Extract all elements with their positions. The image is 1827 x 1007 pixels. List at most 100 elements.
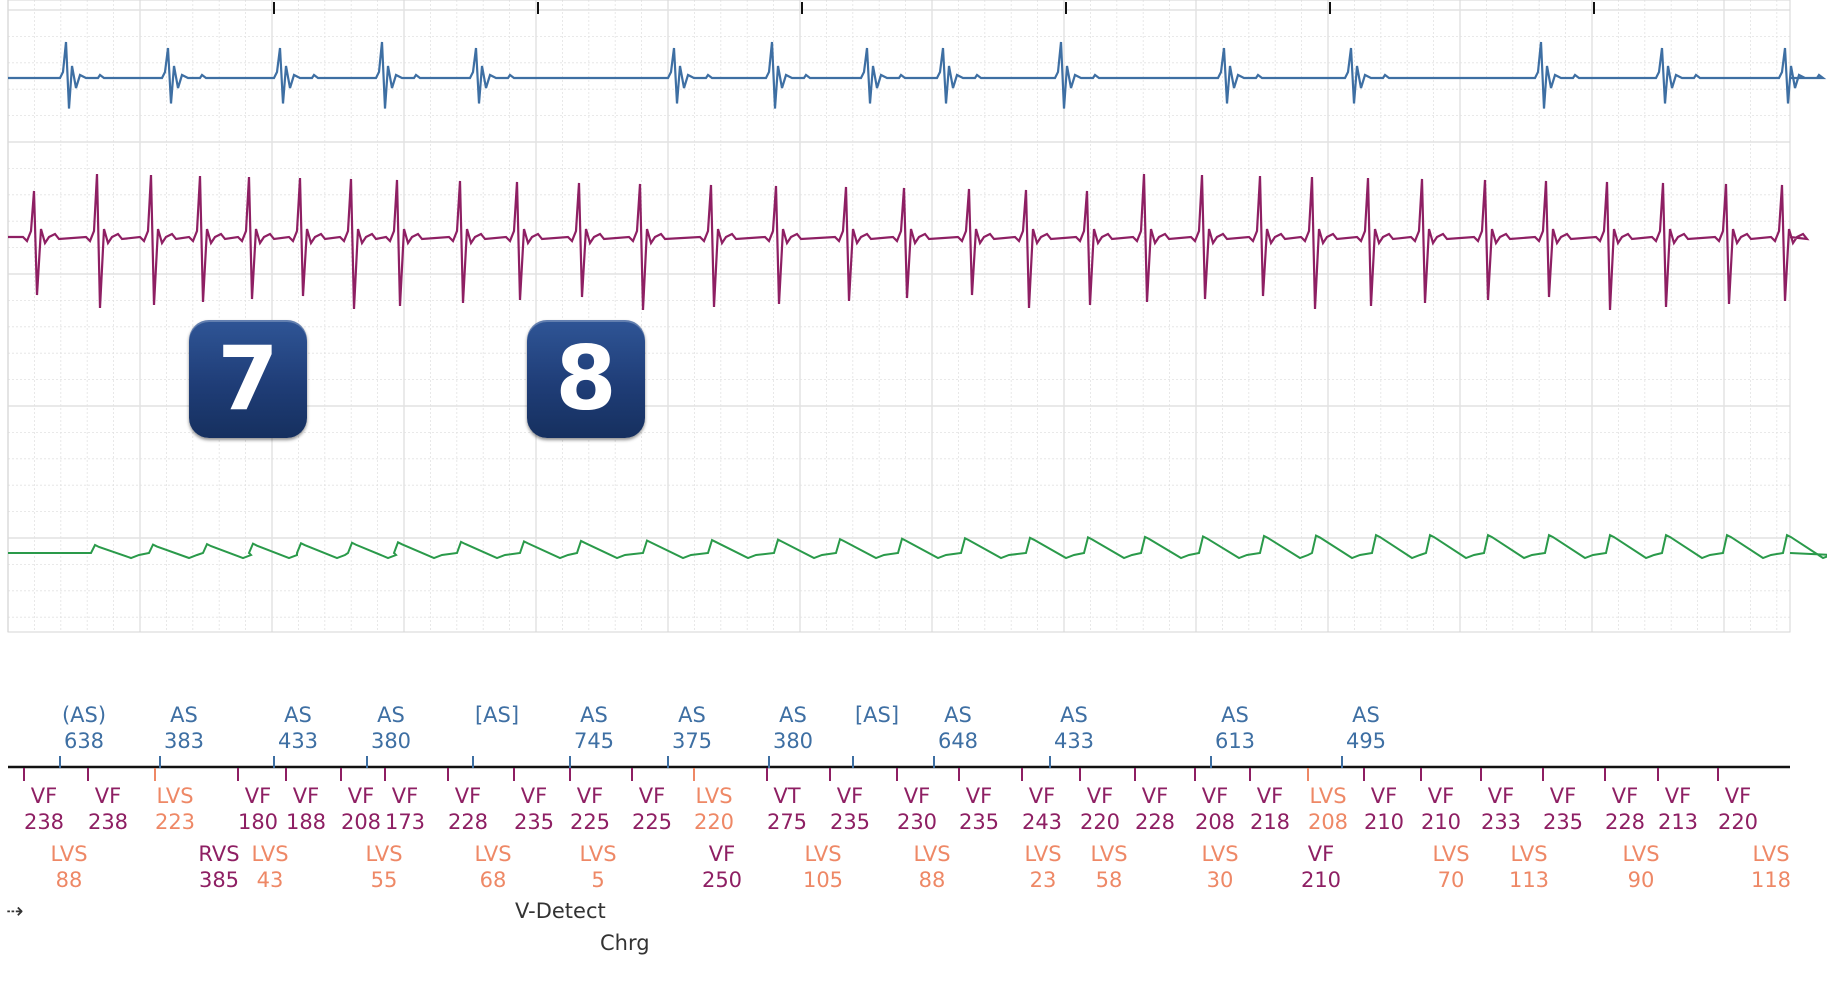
lower-marker-label: LVS	[1432, 842, 1469, 866]
atrial-marker-label: AS	[678, 703, 706, 727]
atrial-marker-interval: 380	[773, 729, 813, 753]
ventricular-marker-label: VF	[1029, 784, 1055, 808]
ventricular-marker-interval: 228	[1135, 810, 1175, 834]
ventricular-marker-label: VF	[1371, 784, 1397, 808]
ventricular-marker-interval: 208	[1308, 810, 1348, 834]
event-charge: Chrg	[600, 931, 650, 955]
ventricular-marker-label: VF	[639, 784, 665, 808]
time-tick-marks	[273, 2, 1595, 14]
lower-marker-label: LVS	[365, 842, 402, 866]
ventricular-marker-label: LVS	[695, 784, 732, 808]
ventricular-marker-interval: 243	[1022, 810, 1062, 834]
ventricular-marker-interval: 223	[155, 810, 195, 834]
ventricular-marker-interval: 233	[1481, 810, 1521, 834]
atrial-marker-interval: 433	[278, 729, 318, 753]
ventricular-marker-interval: 220	[1718, 810, 1758, 834]
ventricular-marker-interval: 235	[959, 810, 999, 834]
lower-marker-label: LVS	[804, 842, 841, 866]
ventricular-marker-label: VF	[577, 784, 603, 808]
atrial-marker-interval: 648	[938, 729, 978, 753]
lower-marker-label: LVS	[1510, 842, 1547, 866]
ventricular-marker-interval: 235	[514, 810, 554, 834]
ventricular-marker-interval: 238	[24, 810, 64, 834]
lower-marker-label: VF	[1308, 842, 1334, 866]
lower-marker-interval: 250	[702, 868, 742, 892]
ventricular-marker-interval: 208	[341, 810, 381, 834]
shock-egm-trace	[8, 533, 1827, 560]
ventricular-marker-label: VF	[293, 784, 319, 808]
ventricular-marker-label: VF	[31, 784, 57, 808]
lower-marker-interval: 88	[919, 868, 946, 892]
ventricular-marker-interval: 228	[1605, 810, 1645, 834]
ventricular-marker-label: LVS	[1309, 784, 1346, 808]
ventricular-marker-label: VF	[1725, 784, 1751, 808]
atrial-marker-label: AS	[580, 703, 608, 727]
ventricular-marker-interval: 208	[1195, 810, 1235, 834]
ventricular-marker-label: VF	[1665, 784, 1691, 808]
ventricular-marker-label: VF	[245, 784, 271, 808]
atrial-egm-trace	[8, 41, 1827, 109]
lower-marker-label: LVS	[1024, 842, 1061, 866]
ventricular-marker-interval: 210	[1421, 810, 1461, 834]
ventricular-marker-label: VF	[455, 784, 481, 808]
ventricular-marker-label: VF	[1612, 784, 1638, 808]
ventricular-marker-label: VF	[521, 784, 547, 808]
ventricular-marker-interval: 275	[767, 810, 807, 834]
lower-markers: LVS88RVS385LVS43LVS55LVS68LVS5VF250LVS10…	[50, 842, 1791, 892]
lower-marker-interval: 30	[1207, 868, 1234, 892]
atrial-marker-label: AS	[1060, 703, 1088, 727]
ventricular-marker-label: VF	[95, 784, 121, 808]
event-markers: ⇢ V-Detect Chrg	[6, 899, 650, 955]
atrial-marker-interval: 613	[1215, 729, 1255, 753]
ventricular-marker-interval: 238	[88, 810, 128, 834]
lower-marker-label: LVS	[1622, 842, 1659, 866]
step-badge-8: 8	[527, 320, 645, 438]
atrial-marker-interval: 380	[371, 729, 411, 753]
atrial-marker-label: [AS]	[855, 703, 899, 727]
rv-egm-trace	[8, 173, 1810, 311]
atrial-marker-label: AS	[779, 703, 807, 727]
lower-marker-interval: 58	[1096, 868, 1123, 892]
ventricular-marker-label: VF	[1202, 784, 1228, 808]
lower-marker-label: LVS	[1201, 842, 1238, 866]
ventricular-marker-label: VF	[392, 784, 418, 808]
lower-marker-interval: 68	[480, 868, 507, 892]
ventricular-marker-interval: 173	[385, 810, 425, 834]
lower-marker-interval: 70	[1438, 868, 1465, 892]
grid-border	[7, 0, 1791, 633]
ventricular-marker-interval: 235	[830, 810, 870, 834]
atrial-marker-label: AS	[377, 703, 405, 727]
ventricular-marker-label: LVS	[156, 784, 193, 808]
ventricular-marker-interval: 235	[1543, 810, 1583, 834]
lower-marker-interval: 210	[1301, 868, 1341, 892]
lower-marker-label: VF	[709, 842, 735, 866]
lower-marker-interval: 23	[1030, 868, 1057, 892]
ventricular-marker-label: VF	[1428, 784, 1454, 808]
lower-marker-interval: 118	[1751, 868, 1791, 892]
ventricular-marker-interval: 225	[570, 810, 610, 834]
lower-marker-label: RVS	[198, 842, 239, 866]
lower-marker-interval: 5	[591, 868, 604, 892]
ventricular-marker-label: VF	[837, 784, 863, 808]
ventricular-marker-label: VF	[1087, 784, 1113, 808]
lower-marker-label: LVS	[913, 842, 950, 866]
lower-marker-interval: 105	[803, 868, 843, 892]
lower-marker-interval: 88	[56, 868, 83, 892]
lower-marker-interval: 43	[257, 868, 284, 892]
ventricular-marker-interval: 213	[1658, 810, 1698, 834]
atrial-marker-label: (AS)	[62, 703, 106, 727]
step-badge-7: 7	[189, 320, 307, 438]
ventricular-marker-interval: 180	[238, 810, 278, 834]
atrial-marker-label: AS	[944, 703, 972, 727]
atrial-marker-label: AS	[1221, 703, 1249, 727]
atrial-marker-label: AS	[1352, 703, 1380, 727]
atrial-marker-label: [AS]	[475, 703, 519, 727]
ventricular-marker-label: VF	[1257, 784, 1283, 808]
lower-marker-interval: 113	[1509, 868, 1549, 892]
atrial-marker-interval: 745	[574, 729, 614, 753]
ventricular-marker-interval: 188	[286, 810, 326, 834]
lower-marker-label: LVS	[579, 842, 616, 866]
lower-marker-interval: 55	[371, 868, 398, 892]
